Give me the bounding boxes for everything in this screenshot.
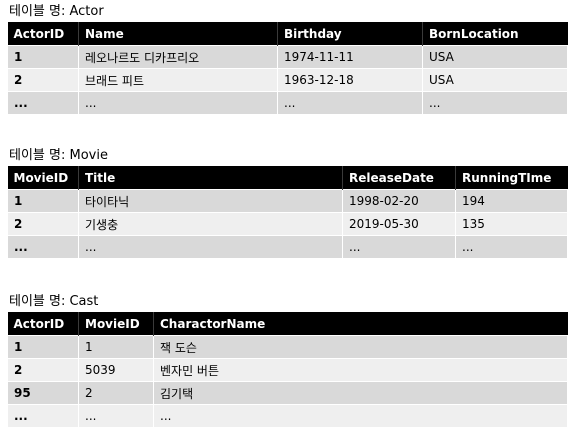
actor-cell-birthday: 1974-11-11 <box>277 45 423 69</box>
movie-cell-runningtime: 135 <box>455 212 568 236</box>
table-row: 95 2 김기택 <box>7 381 568 405</box>
cast-cell-movieid: 5039 <box>78 358 154 382</box>
table-row: 1 1 잭 도슨 <box>7 335 568 359</box>
movie-cell-title: 기생충 <box>78 212 343 236</box>
actor-header-name: Name <box>78 22 278 46</box>
actor-cell-bornlocation: USA <box>422 68 568 92</box>
actor-cell-actorid: 1 <box>7 45 79 69</box>
movie-cell-title: ... <box>78 235 343 259</box>
actor-cell-birthday: ... <box>277 91 423 115</box>
cast-cell-charactorname: 잭 도슨 <box>153 335 568 359</box>
cast-header-row: ActorID MovieID CharactorName <box>7 312 568 336</box>
cast-header-actorid: ActorID <box>7 312 79 336</box>
table-row: ... ... ... <box>7 404 568 428</box>
movie-header-movieid: MovieID <box>7 166 79 190</box>
movie-header-releasedate: ReleaseDate <box>342 166 456 190</box>
table-row: 1 레오나르도 디카프리오 1974-11-11 USA <box>7 45 568 69</box>
movie-cell-title: 타이타닉 <box>78 189 343 213</box>
cast-cell-charactorname: 벤자민 버튼 <box>153 358 568 382</box>
movie-cell-movieid: ... <box>7 235 79 259</box>
cast-cell-movieid: ... <box>78 404 154 428</box>
cast-header-charactorname: CharactorName <box>153 312 568 336</box>
actor-header-actorid: ActorID <box>7 22 79 46</box>
actor-cell-name: ... <box>78 91 278 115</box>
movie-cell-runningtime: ... <box>455 235 568 259</box>
actor-cell-actorid: ... <box>7 91 79 115</box>
movie-header-title: Title <box>78 166 343 190</box>
movie-table-section: 테이블 명: Movie MovieID Title ReleaseDate R… <box>7 146 568 259</box>
movie-table-caption: 테이블 명: Movie <box>9 148 108 163</box>
table-row: ... ... ... ... <box>7 235 568 259</box>
movie-cell-movieid: 1 <box>7 189 79 213</box>
actor-header-birthday: Birthday <box>277 22 423 46</box>
movie-header-row: MovieID Title ReleaseDate RunningTIme <box>7 166 568 190</box>
table-row: 2 기생충 2019-05-30 135 <box>7 212 568 236</box>
table-row: ... ... ... ... <box>7 91 568 115</box>
cast-table-section: 테이블 명: Cast ActorID MovieID CharactorNam… <box>7 292 568 428</box>
actor-table-section: 테이블 명: Actor ActorID Name Birthday BornL… <box>7 2 568 115</box>
actor-table-caption: 테이블 명: Actor <box>9 4 104 19</box>
movie-cell-releasedate: 1998-02-20 <box>342 189 456 213</box>
movie-cell-movieid: 2 <box>7 212 79 236</box>
cast-cell-actorid: ... <box>7 404 79 428</box>
actor-cell-bornlocation: USA <box>422 45 568 69</box>
actor-cell-name: 레오나르도 디카프리오 <box>78 45 278 69</box>
cast-cell-charactorname: ... <box>153 404 568 428</box>
cast-cell-actorid: 2 <box>7 358 79 382</box>
table-row: 2 브래드 피트 1963-12-18 USA <box>7 68 568 92</box>
movie-table: MovieID Title ReleaseDate RunningTIme 1 … <box>7 166 568 259</box>
movie-cell-runningtime: 194 <box>455 189 568 213</box>
actor-header-row: ActorID Name Birthday BornLocation <box>7 22 568 46</box>
cast-table: ActorID MovieID CharactorName 1 1 잭 도슨 2… <box>7 312 568 428</box>
movie-header-runningtime: RunningTIme <box>455 166 568 190</box>
cast-cell-actorid: 95 <box>7 381 79 405</box>
actor-table: ActorID Name Birthday BornLocation 1 레오나… <box>7 22 568 115</box>
movie-cell-releasedate: 2019-05-30 <box>342 212 456 236</box>
actor-header-bornlocation: BornLocation <box>422 22 568 46</box>
actor-cell-birthday: 1963-12-18 <box>277 68 423 92</box>
actor-cell-bornlocation: ... <box>422 91 568 115</box>
movie-cell-releasedate: ... <box>342 235 456 259</box>
table-row: 2 5039 벤자민 버튼 <box>7 358 568 382</box>
cast-cell-actorid: 1 <box>7 335 79 359</box>
table-row: 1 타이타닉 1998-02-20 194 <box>7 189 568 213</box>
cast-cell-movieid: 1 <box>78 335 154 359</box>
actor-cell-name: 브래드 피트 <box>78 68 278 92</box>
cast-table-caption: 테이블 명: Cast <box>9 294 99 309</box>
cast-header-movieid: MovieID <box>78 312 154 336</box>
cast-cell-movieid: 2 <box>78 381 154 405</box>
cast-cell-charactorname: 김기택 <box>153 381 568 405</box>
actor-cell-actorid: 2 <box>7 68 79 92</box>
